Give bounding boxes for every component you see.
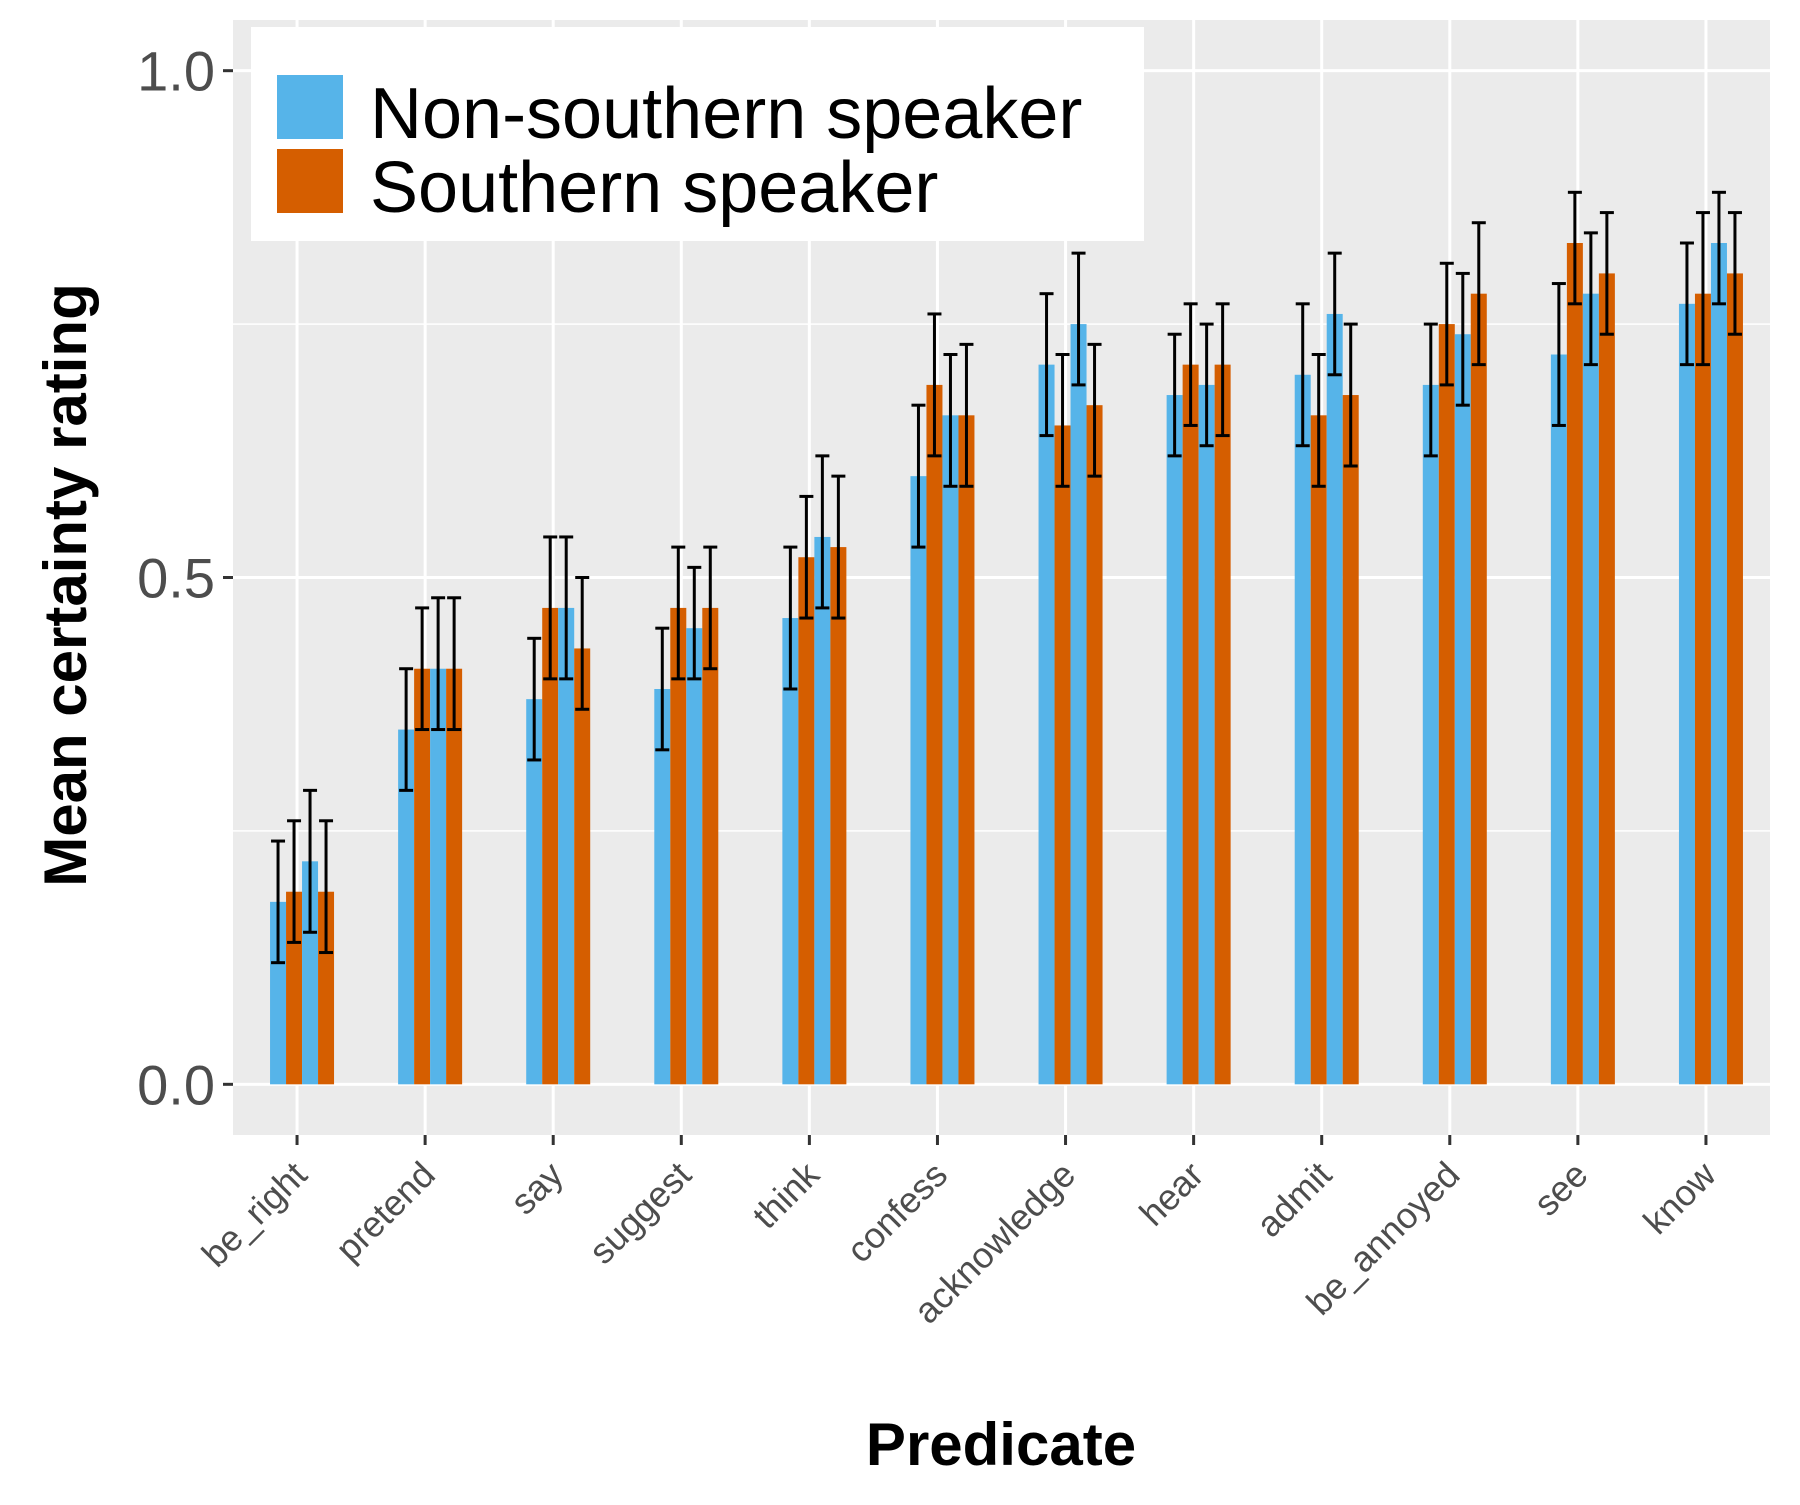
- bar: [670, 607, 687, 1085]
- bars: [270, 243, 1743, 1085]
- bar: [1182, 364, 1199, 1085]
- legend-box: [251, 27, 1144, 241]
- legend-swatch-non-southern: [277, 75, 343, 139]
- bar: [1086, 405, 1103, 1085]
- bar: [1454, 334, 1471, 1085]
- bar: [1598, 273, 1615, 1085]
- bar: [798, 557, 815, 1085]
- bar: [1166, 395, 1183, 1085]
- bar: [542, 607, 559, 1085]
- y-tick-label: 1.0: [137, 40, 215, 103]
- bar: [1710, 243, 1727, 1085]
- y-axis-title: Mean certainty rating: [32, 283, 99, 887]
- bar: [1310, 415, 1327, 1085]
- legend-label-southern: Southern speaker: [370, 148, 938, 228]
- bar: [398, 729, 415, 1085]
- error-bars: [271, 190, 1742, 965]
- bar: [1422, 384, 1439, 1085]
- bar: [1054, 425, 1071, 1085]
- bar: [286, 891, 303, 1085]
- bar: [430, 668, 447, 1085]
- bar: [1342, 395, 1359, 1085]
- bar: [574, 648, 591, 1085]
- bar: [1070, 324, 1087, 1085]
- bar: [1438, 324, 1455, 1085]
- bar: [1582, 293, 1599, 1085]
- bar: [910, 476, 927, 1085]
- bar: [526, 699, 543, 1085]
- bar: [1678, 303, 1695, 1085]
- bar: [1726, 273, 1743, 1085]
- bar: [1214, 364, 1231, 1085]
- bar: [686, 628, 703, 1085]
- y-tick-label: 0.5: [137, 547, 215, 610]
- legend-swatch-southern: [277, 149, 343, 213]
- bar: [1566, 243, 1583, 1085]
- bar: [302, 861, 319, 1085]
- axes: 0.00.51.0be_right pretend say suggest think c…: [137, 40, 1724, 1332]
- bar: [1326, 313, 1343, 1085]
- bar: [1198, 384, 1215, 1085]
- bar: [782, 618, 799, 1085]
- bar: [814, 536, 831, 1085]
- bar: [702, 607, 719, 1085]
- y-tick-label: 0.0: [137, 1053, 215, 1116]
- bar: [414, 668, 431, 1085]
- bar: [942, 415, 959, 1085]
- bar: [1038, 364, 1055, 1085]
- bar: [1470, 293, 1487, 1085]
- x-axis-title: Predicate: [866, 1411, 1136, 1478]
- bar: [318, 891, 335, 1085]
- bar: [558, 607, 575, 1085]
- legend: Non-southern speaker Southern speaker: [251, 27, 1144, 241]
- bar: [830, 547, 847, 1085]
- bar: [1294, 374, 1311, 1085]
- bar: [446, 668, 463, 1085]
- bar: [1694, 293, 1711, 1085]
- bar: [1550, 354, 1567, 1085]
- bar: [654, 689, 671, 1085]
- legend-label-non-southern: Non-southern speaker: [370, 74, 1082, 154]
- bar: [926, 384, 943, 1085]
- bar: [958, 415, 975, 1085]
- bar: [270, 901, 287, 1085]
